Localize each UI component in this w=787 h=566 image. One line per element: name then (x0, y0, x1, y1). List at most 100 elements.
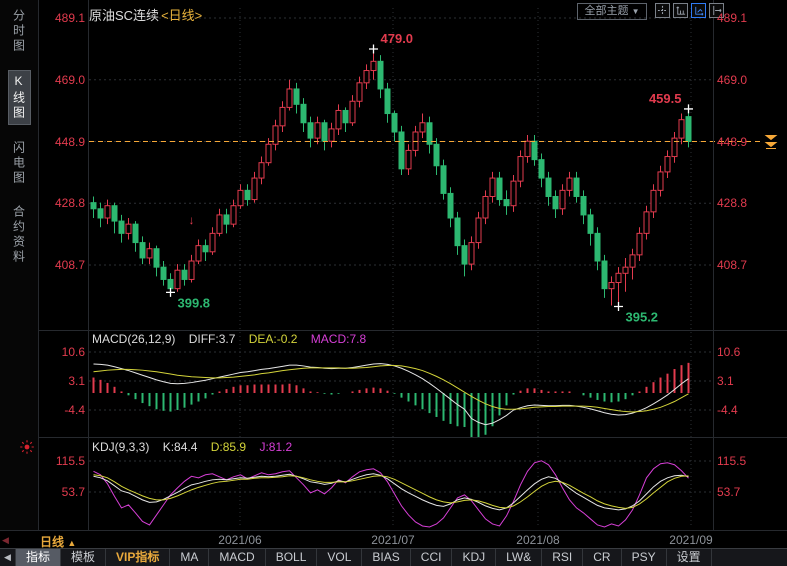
sidebar-item-k-line-chart[interactable]: K线图 (7, 70, 31, 125)
x-axis-date: 2021/08 (516, 533, 560, 547)
candle-body (342, 109, 349, 124)
sidebar-divider (38, 0, 39, 530)
y-axis-expand-icon[interactable] (673, 3, 688, 18)
toolbar-item-indicator[interactable]: 指标 (16, 549, 62, 566)
candle-body (545, 177, 552, 197)
candle-body (587, 214, 594, 234)
candle-body (377, 60, 384, 90)
candle-body (440, 165, 447, 194)
kdj-k-line (93, 473, 689, 511)
toolbar-item-vip-indicator[interactable]: VIP指标 (106, 549, 171, 566)
toolbar-item-cr[interactable]: CR (583, 549, 622, 566)
main-macd-divider (38, 330, 787, 331)
macd-name: MACD(26,12,9) (92, 332, 176, 346)
sidebar-item-lightning-chart[interactable]: 闪电图 (11, 141, 26, 186)
candle-body (167, 278, 174, 290)
theme-dropdown[interactable]: 全部主题 ▼ (577, 3, 647, 20)
candle-body (398, 131, 405, 170)
x-scroll-left-icon[interactable]: ◀ (2, 535, 9, 545)
candle-body (566, 177, 573, 191)
candle-body (426, 122, 433, 145)
extreme-price-label: 479.0 (381, 31, 414, 46)
x-axis-shift-icon[interactable] (709, 3, 724, 18)
candle-body (174, 269, 181, 290)
kdj-k-value: K:84.4 (162, 440, 198, 454)
macd-axis-label: 3.1 (68, 374, 85, 388)
candle-body (517, 156, 524, 182)
extreme-cross-icon (684, 104, 693, 114)
candle-body (489, 177, 496, 197)
candle-body (657, 171, 664, 191)
price-axis-label: 428.8 (717, 196, 748, 211)
toolbar-item-ma[interactable]: MA (170, 549, 210, 566)
candle-body (97, 208, 104, 219)
price-axis-label: 428.8 (54, 196, 85, 211)
candle-body (461, 245, 468, 265)
candle-body (419, 122, 426, 133)
macd-axis-label: 10.6 (61, 345, 85, 359)
extreme-price-label: 459.5 (649, 91, 682, 106)
candle-body (643, 211, 650, 234)
candle-body (314, 122, 321, 139)
macd-diff-value: DIFF:3.7 (188, 332, 236, 346)
x-axis-date: 2021/09 (669, 533, 713, 547)
chevron-down-icon: ▼ (631, 7, 640, 16)
candle-body (531, 140, 538, 161)
toolbar-item-macd[interactable]: MACD (209, 549, 266, 566)
candle-body (104, 205, 111, 219)
macd-header: MACD(26,12,9) DIFF:3.7 DEA:-0.2 MACD:7.8 (92, 332, 376, 346)
alert-starburst-icon[interactable] (19, 439, 35, 460)
candle-body (132, 223, 139, 244)
toolbar-item-lwr[interactable]: LW& (496, 549, 543, 566)
chart-canvas[interactable]: 399.8 479.0 395.2 459.5 ↓ (0, 0, 787, 548)
candle-body (685, 116, 692, 143)
sidebar-item-contract-info[interactable]: 合约资料 (11, 205, 26, 265)
candle-body (370, 60, 377, 72)
macd-dea-value: DEA:-0.2 (248, 332, 298, 346)
candle-body (622, 266, 629, 274)
plot-left-border (88, 0, 89, 530)
sidebar-item-time-chart[interactable]: 分时图 (11, 9, 26, 54)
candle-body (111, 205, 118, 222)
last-price-marker-icon (764, 135, 778, 150)
toolbar-item-cci[interactable]: CCI (411, 549, 453, 566)
candle-body (475, 217, 482, 244)
candle-body (594, 232, 601, 262)
toolbar-item-vol[interactable]: VOL (317, 549, 363, 566)
candle-body (384, 88, 391, 115)
price-axis-label: 448.9 (717, 134, 748, 149)
toolbar-item-kdj[interactable]: KDJ (452, 549, 497, 566)
candle-body (202, 245, 209, 253)
toolbar-item-template[interactable]: 模板 (61, 549, 107, 566)
candle-body (251, 177, 258, 201)
candle-body (573, 177, 580, 197)
candle-body (503, 199, 510, 207)
candle-body (265, 143, 272, 164)
period-selector[interactable]: 日线 ▲ (40, 533, 76, 550)
toolbar-item-settings[interactable]: 设置 (667, 549, 712, 566)
candle-body (223, 214, 230, 225)
macd-axis-label: 10.6 (717, 345, 741, 359)
candle-body (356, 82, 363, 102)
macd-macd-value: MACD:7.8 (310, 332, 367, 346)
candle-body (300, 103, 307, 124)
candle-body (601, 260, 608, 290)
price-axis-label: 448.9 (54, 134, 85, 149)
pan-icon[interactable] (655, 3, 670, 18)
candle-body (608, 282, 615, 290)
candle-body (188, 260, 195, 280)
x-axis-date: 2021/06 (218, 533, 262, 547)
candle-body (195, 245, 202, 262)
toolbar-scroll-left-icon[interactable]: ◀ (0, 549, 16, 566)
candle-body (230, 205, 237, 225)
toolbar-item-psy[interactable]: PSY (622, 549, 667, 566)
toolbar-item-rsi[interactable]: RSI (542, 549, 584, 566)
toolbar-item-boll[interactable]: BOLL (266, 549, 318, 566)
y-axis-scale-icon[interactable] (691, 3, 706, 18)
candle-body (335, 109, 342, 130)
candle-body (160, 266, 167, 280)
symbol-name: 原油SC连续 (89, 8, 160, 23)
toolbar-item-bias[interactable]: BIAS (362, 549, 411, 566)
kdj-axis-label: 115.5 (717, 454, 747, 468)
